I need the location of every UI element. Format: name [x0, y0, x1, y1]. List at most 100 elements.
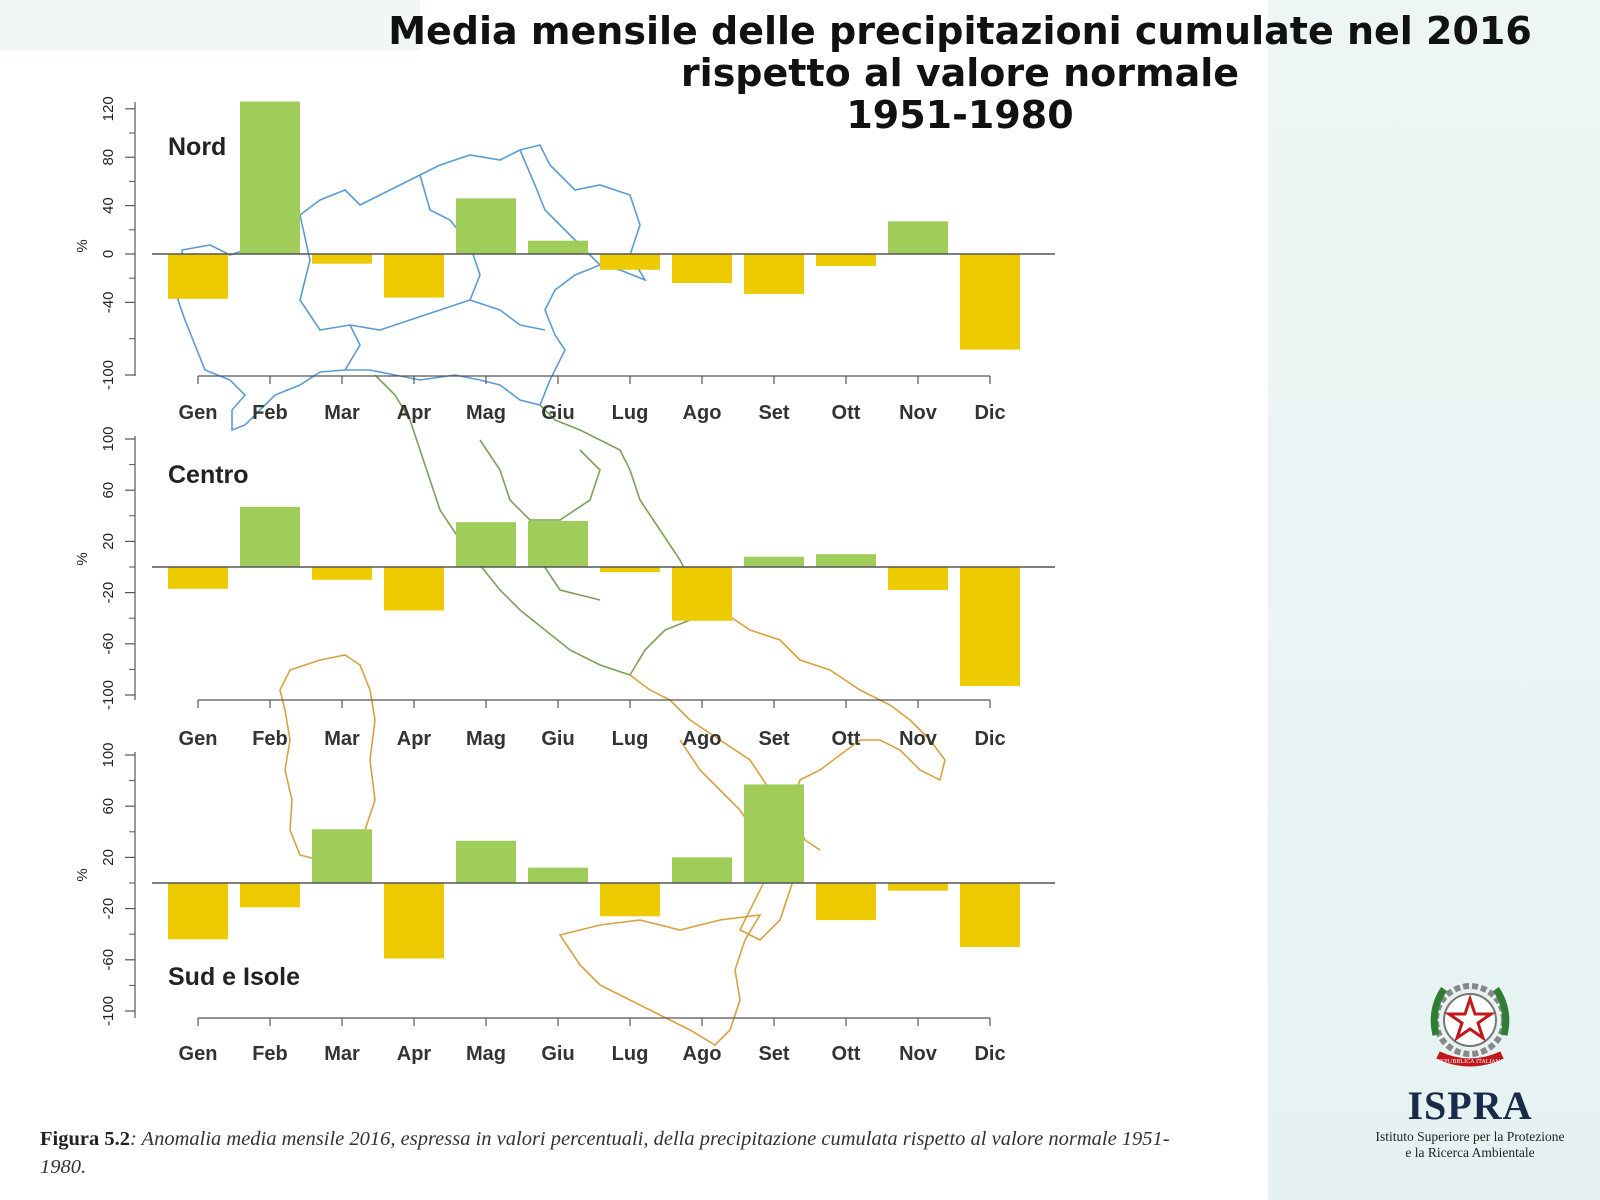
x-tick-label-lug: Lug: [612, 728, 649, 750]
x-tick-label-dic: Dic: [974, 728, 1005, 750]
y-tick-label: -100: [100, 996, 117, 1026]
x-tick-label-ott: Ott: [832, 728, 861, 750]
x-tick-label-mag: Mag: [466, 402, 506, 424]
bar-mar: [312, 829, 372, 883]
panel-centro: -100 -60 -20 20 60 100% Gen Feb Mar Apr Mag Giu Lug A…: [74, 426, 1055, 750]
figure-caption: Figura 5.2: Anomalia media mensile 2016,…: [40, 1125, 1180, 1181]
y-axis-label: %: [74, 868, 91, 881]
panel-sud-e-isole: -100 -60 -20 20 60 100% Gen Feb Mar Apr Mag Giu Lug A…: [74, 742, 1055, 1065]
x-tick-label-gen: Gen: [179, 402, 218, 424]
bar-giu: [528, 867, 588, 883]
side-panel: [1268, 0, 1600, 1200]
x-tick-label-feb: Feb: [252, 728, 288, 750]
y-tick-label: 60: [100, 798, 117, 815]
bar-dic: [960, 254, 1020, 350]
x-tick-label-feb: Feb: [252, 1043, 288, 1065]
bar-apr: [384, 883, 444, 959]
x-tick-label-set: Set: [758, 728, 789, 750]
x-tick-label-mar: Mar: [324, 402, 360, 424]
bar-mag: [456, 198, 516, 254]
y-axis-label: %: [74, 239, 91, 252]
y-tick-label: 0: [100, 250, 117, 258]
map-sud-outline: [629, 599, 946, 941]
y-tick-label: -20: [100, 898, 117, 920]
x-tick-label-ott: Ott: [832, 1043, 861, 1065]
y-tick-label: 20: [100, 849, 117, 866]
x-tick-label-gen: Gen: [179, 728, 218, 750]
bar-feb: [240, 506, 300, 567]
bar-mar: [312, 254, 372, 264]
x-tick-label-dic: Dic: [974, 1043, 1005, 1065]
y-tick-label: -100: [100, 680, 117, 710]
y-tick-label: 40: [100, 197, 117, 214]
x-tick-label-mar: Mar: [324, 728, 360, 750]
bar-mag: [456, 840, 516, 883]
x-tick-label-giu: Giu: [541, 402, 574, 424]
x-tick-label-ago: Ago: [683, 1043, 722, 1065]
bar-ott: [816, 883, 876, 921]
bar-apr: [384, 567, 444, 611]
emblem-text: REPUBBLICA ITALIANA: [1436, 1059, 1505, 1065]
map-nord-inner-2: [344, 149, 601, 371]
y-tick-label: 100: [100, 742, 117, 767]
x-tick-label-nov: Nov: [899, 1043, 938, 1065]
x-tick-label-feb: Feb: [252, 402, 288, 424]
y-axis-label: %: [74, 552, 91, 565]
bar-apr: [384, 254, 444, 298]
x-tick-label-set: Set: [758, 402, 789, 424]
bar-ago: [672, 567, 732, 621]
map-centro-outline: [374, 374, 701, 676]
bar-giu: [528, 240, 588, 254]
bar-gen: [168, 254, 228, 299]
y-tick-label: -60: [100, 949, 117, 971]
panel-label: Centro: [168, 461, 249, 489]
x-tick-label-giu: Giu: [541, 728, 574, 750]
bar-set: [744, 254, 804, 294]
x-tick-label-nov: Nov: [899, 728, 938, 750]
y-tick-label: -40: [100, 292, 117, 314]
bar-dic: [960, 567, 1020, 687]
map-nord-inner-1: [299, 174, 481, 331]
italian-republic-emblem-icon: REPUBBLICA ITALIANA: [1430, 983, 1510, 1067]
bar-gen: [168, 883, 228, 940]
y-tick-label: -100: [100, 360, 117, 390]
y-tick-label: 60: [100, 482, 117, 499]
panel-nord: -100 -40 0 40 80 120% Gen Feb Mar Apr Mag Giu Lug Ago…: [74, 96, 1055, 424]
logo-subtitle-line-1: Istituto Superiore per la Protezione: [1375, 1129, 1565, 1144]
x-tick-label-ago: Ago: [683, 402, 722, 424]
title-line-3: 1951-1980: [846, 93, 1074, 137]
bar-ago: [672, 857, 732, 883]
logo-name: ISPRA: [1407, 1083, 1533, 1128]
bar-nov: [888, 221, 948, 254]
x-tick-label-set: Set: [758, 1043, 789, 1065]
bar-dic: [960, 883, 1020, 947]
top-strip: [0, 0, 420, 50]
panel-label: Sud e Isole: [168, 963, 300, 991]
bar-nov: [888, 883, 948, 891]
title-line-1: Media mensile delle precipitazioni cumul…: [388, 9, 1532, 53]
x-tick-label-ago: Ago: [683, 728, 722, 750]
x-tick-label-mag: Mag: [466, 1043, 506, 1065]
y-tick-label: 100: [100, 426, 117, 451]
x-tick-label-mar: Mar: [324, 1043, 360, 1065]
bar-mar: [312, 567, 372, 580]
x-tick-label-apr: Apr: [397, 728, 432, 750]
caption-label: Figura 5.2: [40, 1128, 130, 1150]
bar-lug: [600, 883, 660, 917]
bar-feb: [240, 883, 300, 908]
x-tick-label-apr: Apr: [397, 402, 432, 424]
map-nord-outline: [177, 144, 647, 432]
title-line-2: rispetto al valore normale: [680, 51, 1240, 95]
bar-ott: [816, 254, 876, 267]
y-tick-label: 120: [100, 96, 117, 121]
bar-lug: [600, 567, 660, 573]
ispra-logo: REPUBBLICA ITALIANA ISPRA Istituto Super…: [1340, 975, 1600, 1161]
bar-set: [744, 784, 804, 883]
x-tick-label-ott: Ott: [832, 402, 861, 424]
x-tick-label-dic: Dic: [974, 402, 1005, 424]
x-tick-label-lug: Lug: [612, 1043, 649, 1065]
bar-mag: [456, 522, 516, 567]
map-centro-inner: [479, 439, 601, 601]
x-tick-label-lug: Lug: [612, 402, 649, 424]
